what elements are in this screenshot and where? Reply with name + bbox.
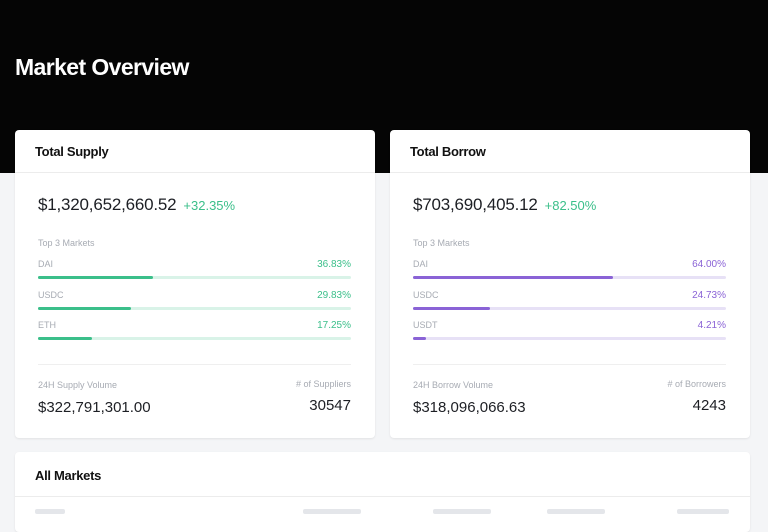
borrow-total-change: +82.50% — [544, 198, 597, 213]
all-markets-title: All Markets — [15, 452, 750, 497]
supply-divider — [38, 364, 351, 365]
market-percent: 36.83% — [317, 259, 351, 270]
market-name: DAI — [38, 259, 54, 269]
market-bar-track — [38, 276, 351, 279]
market-percent: 24.73% — [692, 290, 726, 301]
suppliers-count-label: # of Suppliers — [295, 379, 351, 389]
supply-top-markets-label: Top 3 Markets — [38, 238, 95, 248]
market-bar-fill — [38, 337, 92, 340]
market-bar-track — [413, 337, 726, 340]
total-supply-card: Total Supply $1,320,652,660.52 +32.35% T… — [15, 130, 375, 438]
market-name: USDC — [38, 290, 64, 300]
supply-market-row-eth[interactable]: ETH 17.25% — [38, 320, 351, 340]
borrow-top-markets-label: Top 3 Markets — [413, 238, 470, 248]
all-markets-card: All Markets — [15, 452, 750, 532]
market-bar-track — [413, 307, 726, 310]
market-percent: 64.00% — [692, 259, 726, 270]
market-name: USDT — [413, 320, 438, 330]
total-borrow-card: Total Borrow $703,690,405.12 +82.50% Top… — [390, 130, 750, 438]
supply-market-row-dai[interactable]: DAI 36.83% — [38, 259, 351, 279]
supply-total-row: $1,320,652,660.52 +32.35% — [38, 195, 235, 215]
borrow-market-row-dai[interactable]: DAI 64.00% — [413, 259, 726, 279]
borrow-divider — [413, 364, 726, 365]
market-percent: 4.21% — [697, 320, 726, 331]
borrow-total-row: $703,690,405.12 +82.50% — [413, 195, 596, 215]
supply-volume-value: $322,791,301.00 — [38, 399, 151, 416]
borrow-market-row-usdt[interactable]: USDT 4.21% — [413, 320, 726, 340]
market-bar-track — [38, 337, 351, 340]
market-bar-track — [38, 307, 351, 310]
borrowers-count-label: # of Borrowers — [667, 379, 726, 389]
supply-card-title: Total Supply — [15, 130, 375, 173]
market-bar-fill — [413, 337, 427, 340]
market-bar-track — [413, 276, 726, 279]
market-percent: 17.25% — [317, 320, 351, 331]
borrow-total-value: $703,690,405.12 — [413, 195, 538, 214]
suppliers-count-value: 30547 — [309, 397, 351, 414]
supply-total-value: $1,320,652,660.52 — [38, 195, 177, 214]
market-percent: 29.83% — [317, 290, 351, 301]
market-name: DAI — [413, 259, 429, 269]
supply-market-row-usdc[interactable]: USDC 29.83% — [38, 290, 351, 310]
supply-total-change: +32.35% — [183, 198, 236, 213]
borrow-volume-value: $318,096,066.63 — [413, 399, 526, 416]
supply-volume-label: 24H Supply Volume — [38, 380, 118, 390]
market-bar-fill — [413, 307, 491, 310]
borrow-market-row-usdc[interactable]: USDC 24.73% — [413, 290, 726, 310]
market-bar-fill — [413, 276, 614, 279]
borrow-volume-label: 24H Borrow Volume — [413, 380, 494, 390]
market-name: ETH — [38, 320, 56, 330]
borrow-card-title: Total Borrow — [390, 130, 750, 173]
market-name: USDC — [413, 290, 439, 300]
page-title: Market Overview — [15, 54, 189, 80]
market-bar-fill — [38, 276, 154, 279]
market-bar-fill — [38, 307, 132, 310]
borrowers-count-value: 4243 — [692, 397, 726, 414]
